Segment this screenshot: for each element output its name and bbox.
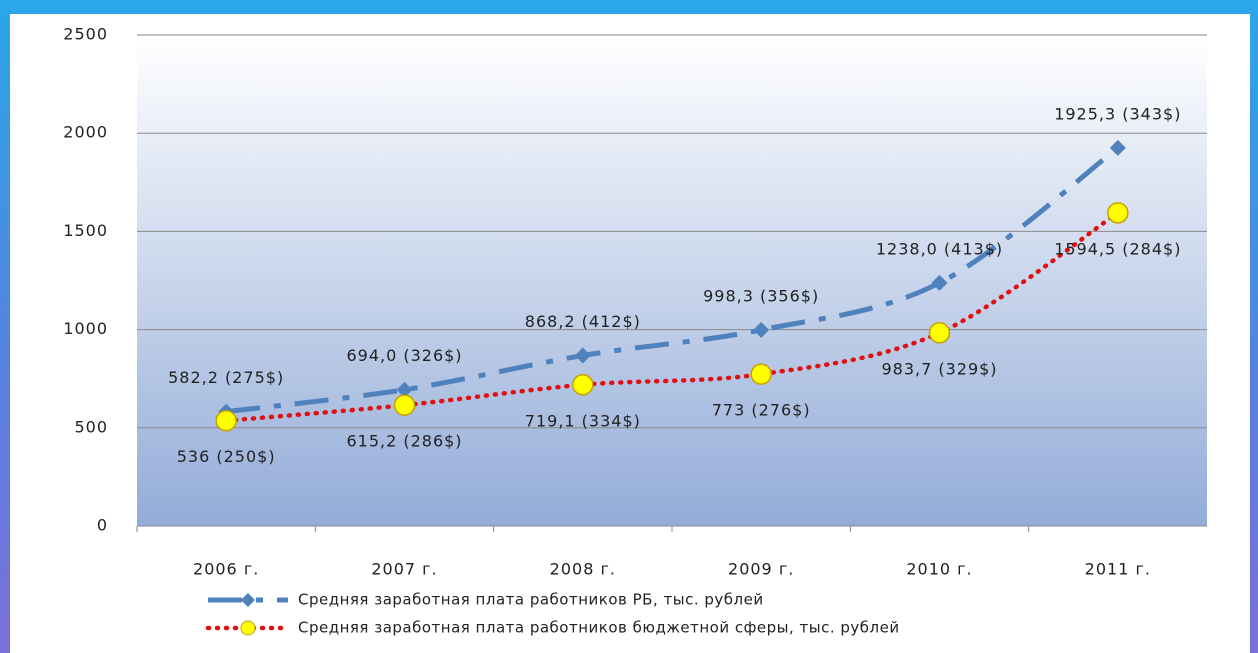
- marker: [574, 347, 591, 364]
- marker: [1107, 202, 1129, 224]
- data-label: 773 (276$): [712, 401, 811, 420]
- y-tick-label: 1500: [63, 221, 108, 240]
- legend-marker: [240, 620, 256, 636]
- marker: [1109, 139, 1126, 156]
- marker: [753, 321, 770, 338]
- data-label: 1594,5 (284$): [1054, 239, 1181, 258]
- marker: [931, 274, 948, 291]
- x-tick-label: 2009 г.: [728, 560, 794, 579]
- data-label: 1238,0 (413$): [876, 239, 1003, 258]
- data-label: 998,3 (356$): [703, 286, 819, 305]
- marker: [928, 322, 951, 344]
- x-tick-label: 2010 г.: [906, 560, 972, 579]
- legend-marker: [241, 593, 255, 607]
- x-tick-label: 2008 г.: [550, 560, 616, 579]
- data-label: 719,1 (334$): [525, 411, 641, 430]
- marker: [396, 381, 413, 398]
- marker: [215, 409, 237, 432]
- marker: [393, 394, 416, 416]
- x-tick-label: 2011 г.: [1085, 560, 1151, 579]
- data-label: 1925,3 (343$): [1054, 104, 1181, 123]
- data-label: 868,2 (412$): [525, 312, 641, 331]
- x-tick-label: 2007 г.: [371, 560, 437, 579]
- legend-label: Средняя заработная плата работников бюдж…: [298, 619, 900, 637]
- marker: [572, 374, 594, 396]
- marker: [750, 363, 772, 385]
- y-tick-label: 2500: [63, 25, 108, 44]
- y-tick-label: 500: [74, 417, 108, 436]
- y-tick-label: 0: [97, 516, 108, 535]
- data-label: 694,0 (326$): [346, 346, 462, 365]
- plot-area: [137, 35, 1207, 526]
- legend-label: Средняя заработная плата работников РБ, …: [298, 591, 764, 609]
- series-line: [225, 145, 1120, 415]
- data-label: 615,2 (286$): [346, 432, 462, 451]
- y-tick-label: 2000: [63, 123, 108, 142]
- data-label: 582,2 (275$): [168, 368, 284, 387]
- y-tick-label: 1000: [63, 319, 108, 338]
- series-line: [223, 210, 1121, 423]
- x-tick-label: 2006 г.: [193, 560, 259, 579]
- data-label: 983,7 (329$): [881, 359, 997, 378]
- data-label: 536 (250$): [177, 447, 276, 466]
